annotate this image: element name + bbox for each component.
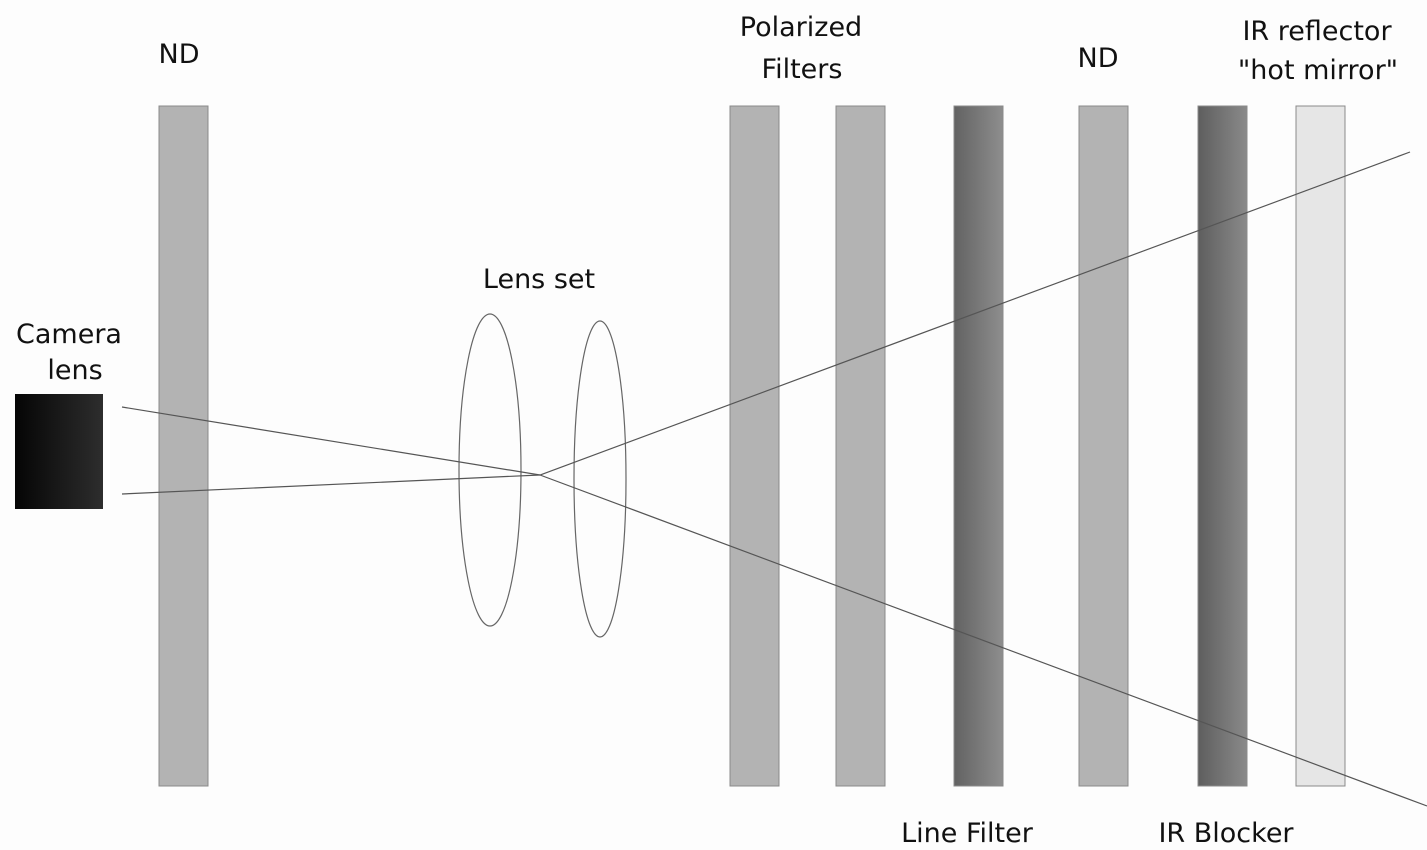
camera-lens-label-line1: Camera — [16, 319, 122, 350]
polarized-filters-label-line1: Polarized — [740, 12, 862, 43]
ir-reflector-label-line1: IR reflector — [1242, 16, 1392, 47]
lens-element-1 — [458, 313, 522, 627]
nd-filter-left — [158, 105, 209, 787]
camera-lens-label-line2: lens — [47, 355, 102, 386]
polarized-filter-2 — [835, 105, 886, 787]
light-ray-lower-left — [121, 474, 541, 495]
light-ray-upper-left — [121, 406, 541, 476]
light-ray-rising-right — [539, 151, 1411, 476]
lens-set-label: Lens set — [483, 264, 595, 295]
polarized-filters-label-line2: Filters — [762, 54, 843, 85]
ir-blocker-label: IR Blocker — [1158, 818, 1294, 849]
nd-left-label: ND — [159, 39, 200, 70]
line-filter-label: Line Filter — [901, 818, 1034, 849]
polarized-filter-1 — [729, 105, 780, 787]
camera-lens-block — [15, 394, 103, 509]
hot-mirror-filter — [1295, 105, 1346, 787]
line-filter — [953, 105, 1004, 787]
light-ray-falling-right — [539, 474, 1427, 807]
ir-blocker-filter — [1197, 105, 1248, 787]
lens-element-2 — [573, 320, 627, 638]
nd-right-label: ND — [1078, 43, 1119, 74]
ir-reflector-label-line2: "hot mirror" — [1238, 55, 1398, 86]
nd-filter-right — [1078, 105, 1129, 787]
